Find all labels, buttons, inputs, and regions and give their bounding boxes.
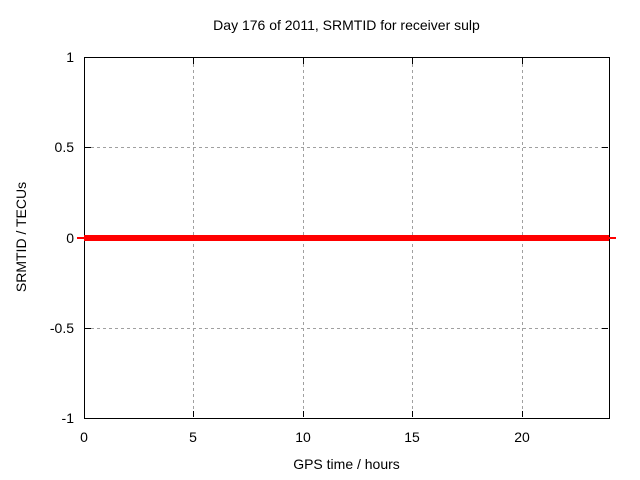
x-tick-mark	[193, 58, 194, 64]
chart-title: Day 176 of 2011, SRMTID for receiver sul…	[213, 17, 480, 33]
y-tick-mark	[602, 57, 608, 58]
y-tick-mark	[85, 418, 91, 419]
x-tick-label: 0	[80, 429, 88, 445]
y-tick-label: -0.5	[49, 320, 74, 336]
y-tick-mark	[602, 418, 608, 419]
x-tick-mark	[193, 411, 194, 417]
x-tick-label: 20	[514, 429, 530, 445]
series-line-cap	[609, 236, 616, 239]
y-tick-label: -1	[61, 410, 74, 426]
x-tick-mark	[84, 58, 85, 64]
x-axis-label: GPS time / hours	[293, 456, 400, 472]
x-tick-mark	[303, 58, 304, 64]
series-line-cap	[77, 236, 84, 239]
x-tick-mark	[412, 411, 413, 417]
x-tick-mark	[522, 58, 523, 64]
x-tick-mark	[84, 411, 85, 417]
y-tick-label: 0.5	[54, 139, 74, 155]
x-tick-mark	[303, 411, 304, 417]
series-line	[84, 234, 609, 241]
x-tick-label: 5	[189, 429, 197, 445]
h-gridline	[85, 328, 608, 329]
y-tick-label: 1	[66, 49, 74, 65]
y-tick-mark	[85, 57, 91, 58]
y-tick-label: 0	[66, 230, 74, 246]
y-tick-mark	[602, 147, 608, 148]
x-tick-mark	[522, 411, 523, 417]
x-tick-label: 10	[295, 429, 311, 445]
y-tick-mark	[602, 328, 608, 329]
x-tick-label: 15	[404, 429, 420, 445]
x-tick-mark	[412, 58, 413, 64]
y-tick-mark	[85, 147, 91, 148]
y-tick-mark	[85, 328, 91, 329]
h-gridline	[85, 147, 608, 148]
